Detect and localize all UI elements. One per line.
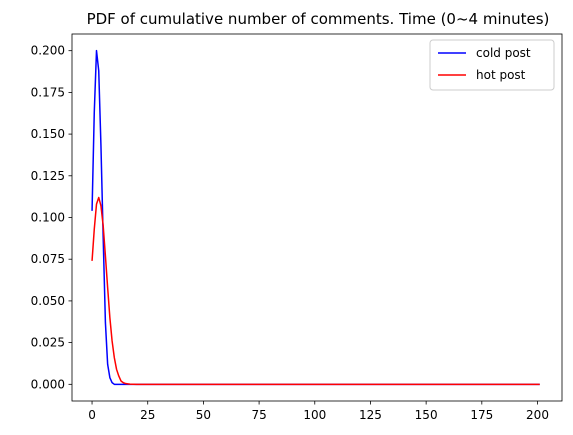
x-tick-label: 125	[359, 408, 382, 422]
chart-title: PDF of cumulative number of comments. Ti…	[87, 10, 550, 28]
y-tick-label: 0.100	[31, 211, 65, 225]
y-tick-label: 0.075	[31, 252, 65, 266]
y-tick-label: 0.150	[31, 127, 65, 141]
x-tick-label: 50	[196, 408, 211, 422]
y-tick-label: 0.175	[31, 85, 65, 99]
x-tick-label: 100	[303, 408, 326, 422]
y-tick-label: 0.050	[31, 294, 65, 308]
x-tick-label: 0	[88, 408, 96, 422]
x-tick-label: 175	[470, 408, 493, 422]
plot-area: 0 25 50 75 100 125 150 175 200 0.000 0.025 0.050 0.0…	[31, 33, 563, 422]
series-line-2	[91, 196, 540, 386]
x-tick-label: 25	[140, 408, 155, 422]
x-tick-label: 200	[526, 408, 549, 422]
y-tick-label: 0.000	[31, 377, 65, 391]
y-tick-label: 0.125	[31, 169, 65, 183]
legend-label-1: cold post	[476, 46, 531, 60]
legend-label-2: hot post	[476, 68, 526, 82]
x-tick-label: 150	[415, 408, 438, 422]
x-tick-label: 75	[251, 408, 266, 422]
y-tick-label: 0.200	[31, 44, 65, 58]
y-tick-label: 0.025	[31, 336, 65, 350]
